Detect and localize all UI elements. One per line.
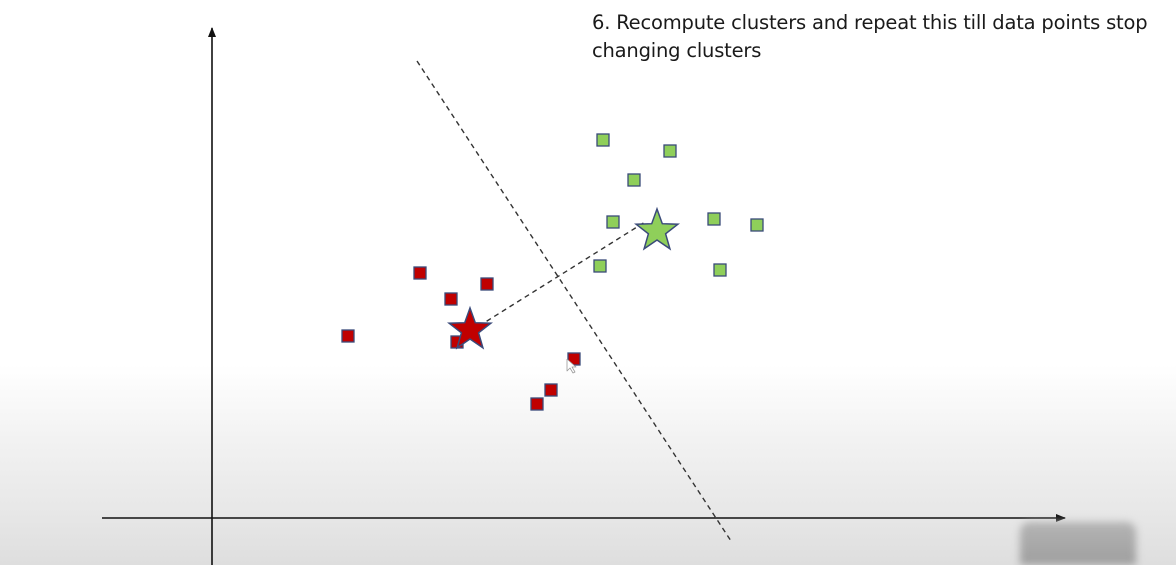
green-data-point xyxy=(707,212,721,226)
green-data-point xyxy=(593,259,607,273)
boundary-line xyxy=(416,60,732,542)
data-points xyxy=(341,133,764,411)
mouse-cursor xyxy=(566,358,577,374)
green-data-point xyxy=(606,215,620,229)
green-data-point xyxy=(596,133,610,147)
red-data-point xyxy=(480,277,494,291)
red-data-point xyxy=(544,383,558,397)
red-data-point xyxy=(413,266,427,280)
green-data-point xyxy=(713,263,727,277)
blurred-overlay xyxy=(1020,522,1136,565)
red-data-point xyxy=(341,329,355,343)
green-data-point xyxy=(627,173,641,187)
red-centroid-star-icon xyxy=(447,305,493,350)
green-centroid-star-icon xyxy=(634,206,680,251)
green-data-point xyxy=(750,218,764,232)
red-data-point xyxy=(444,292,458,306)
slide-title: 6. Recompute clusters and repeat this ti… xyxy=(592,11,1148,62)
red-data-point xyxy=(530,397,544,411)
green-data-point xyxy=(663,144,677,158)
centroid-connector-line xyxy=(478,221,646,327)
